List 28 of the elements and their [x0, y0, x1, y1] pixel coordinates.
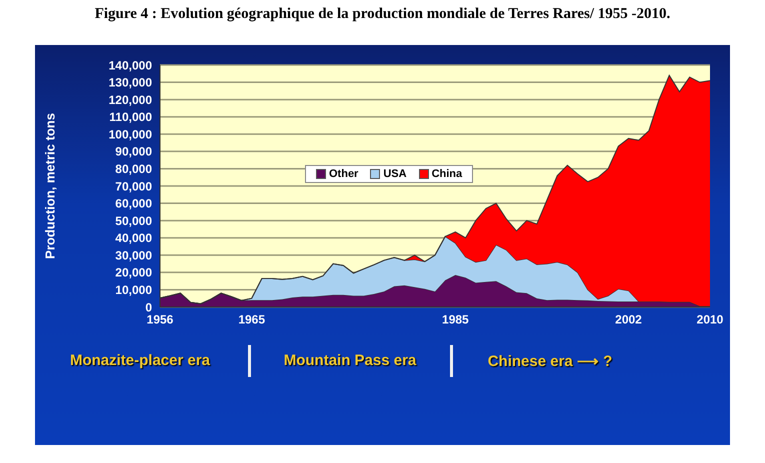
legend-label: USA [383, 168, 407, 180]
legend-label: Other [329, 168, 358, 180]
y-axis-title: Production, metric tons [42, 113, 58, 259]
text: Mountain Pass era [282, 352, 418, 369]
y-tick-label: 40,000 [115, 231, 152, 246]
y-tick-label: 130,000 [108, 76, 152, 90]
y-tick-label: 20,000 [115, 266, 152, 280]
y-tick-label: 100,000 [108, 127, 152, 142]
x-tick-label: 2002 [615, 312, 642, 327]
y-tick-label: 140,000 [108, 58, 152, 72]
y-tick-label: 50,000 [115, 214, 152, 228]
y-tick-label: 70,000 [115, 179, 152, 194]
text: Monazite-placer era [68, 352, 212, 369]
text: Chinese era ⟶ ? [486, 352, 614, 370]
y-tick-label: 60,000 [115, 196, 152, 211]
y-tick-label: 80,000 [115, 162, 152, 176]
y-tick-label: 90,000 [115, 144, 152, 159]
x-tick-label: 1956 [146, 312, 174, 327]
x-tick-label: 1985 [442, 312, 470, 327]
y-tick-label: 10,000 [115, 282, 152, 297]
chart-title: Figure 4 : Evolution géographique de la production mondiale de Terres Rares/ 1955 -2010. [94, 6, 672, 23]
legend-label: China [432, 168, 462, 180]
y-tick-label: 110,000 [109, 110, 152, 124]
x-tick-label: 2010 [696, 312, 724, 327]
x-tick-label: 1965 [238, 312, 266, 327]
y-tick-label: 30,000 [115, 248, 152, 262]
y-tick-label: 120,000 [108, 92, 152, 107]
y-tick-label: 0 [145, 300, 152, 314]
